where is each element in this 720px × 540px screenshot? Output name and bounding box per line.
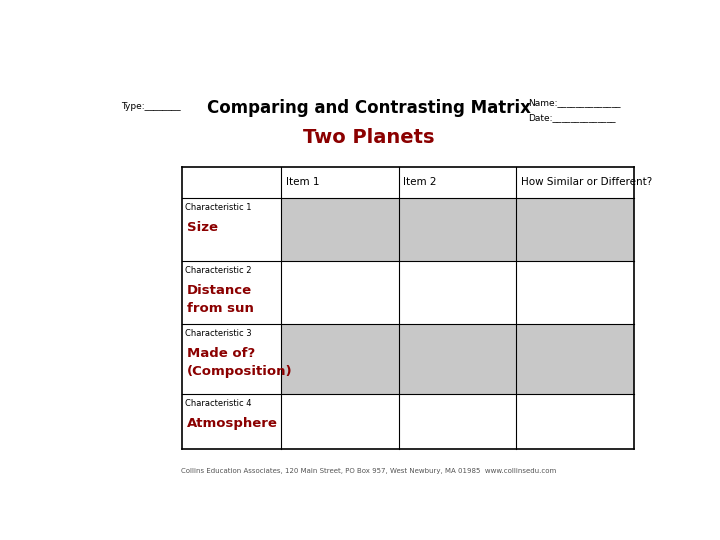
Bar	[516, 323, 634, 394]
Bar	[399, 198, 516, 261]
Text: Made of?
(Composition): Made of? (Composition)	[186, 347, 292, 377]
Text: Size: Size	[186, 221, 217, 234]
Text: Name:______________: Name:______________	[528, 98, 621, 107]
Text: Atmosphere: Atmosphere	[186, 416, 277, 430]
Text: Type:________: Type:________	[121, 102, 180, 111]
Text: Characteristic 2: Characteristic 2	[186, 266, 252, 275]
Text: Item 2: Item 2	[403, 177, 437, 187]
Text: Distance
from sun: Distance from sun	[186, 284, 253, 315]
Bar	[399, 323, 516, 394]
Text: Two Planets: Two Planets	[303, 128, 435, 147]
Text: Characteristic 3: Characteristic 3	[186, 329, 252, 338]
Text: Item 1: Item 1	[286, 177, 320, 187]
Text: Characteristic 4: Characteristic 4	[186, 399, 252, 408]
Bar	[516, 198, 634, 261]
Text: How Similar or Different?: How Similar or Different?	[521, 177, 652, 187]
Bar	[282, 198, 399, 261]
Text: Characteristic 1: Characteristic 1	[186, 203, 252, 212]
Text: Collins Education Associates, 120 Main Street, PO Box 957, West Newbury, MA 0198: Collins Education Associates, 120 Main S…	[181, 469, 557, 475]
Text: Comparing and Contrasting Matrix: Comparing and Contrasting Matrix	[207, 99, 531, 118]
Text: Date:______________: Date:______________	[528, 113, 616, 122]
Bar	[282, 323, 399, 394]
